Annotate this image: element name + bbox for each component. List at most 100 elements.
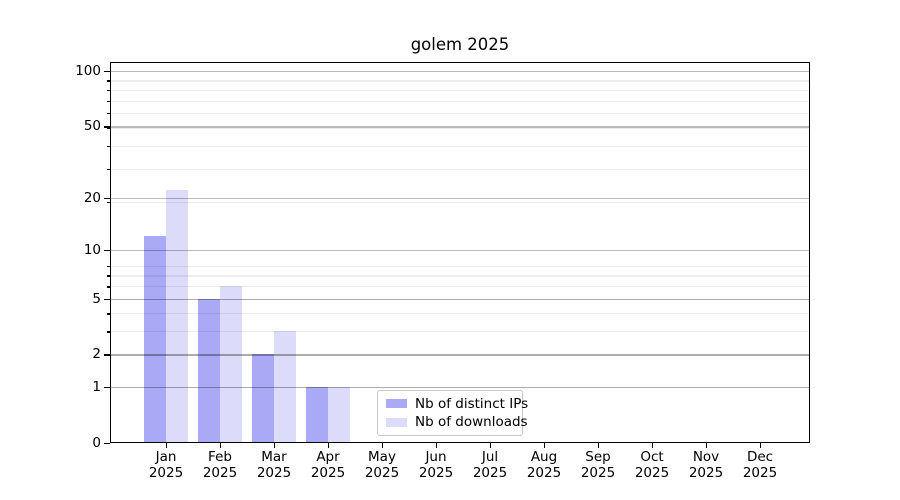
- x-tick-label-line: 2025: [418, 464, 454, 481]
- x-tick-label-line: Jun: [425, 449, 447, 465]
- y-tick-label: 5: [92, 290, 101, 307]
- legend-label-distinct-ips: Nb of distinct IPs: [415, 395, 529, 412]
- x-tick-label-line: Feb: [208, 449, 232, 465]
- y-tick-label: 2: [92, 346, 101, 363]
- major-gridline: [110, 126, 810, 128]
- y-minor-tick: [107, 89, 110, 92]
- x-tick-label-line: Jan: [155, 449, 177, 465]
- bar-nb-of-distinct-ips-mar-2025: [252, 354, 274, 443]
- major-gridline: [110, 249, 810, 252]
- x-tick: [382, 443, 384, 448]
- x-tick-label-line: Dec: [746, 449, 774, 465]
- minor-gridline: [110, 201, 810, 203]
- major-gridline: [110, 71, 810, 73]
- x-tick-label: Jan 2025: [136, 449, 196, 481]
- y-tick: [104, 197, 110, 200]
- x-tick: [760, 443, 762, 448]
- major-gridline: [110, 354, 810, 356]
- minor-gridline: [110, 168, 810, 171]
- y-tick-label: 50: [83, 118, 101, 135]
- x-tick-label: Dec 2025: [730, 449, 790, 481]
- y-tick: [104, 249, 110, 252]
- x-tick: [490, 443, 492, 448]
- x-tick-label: May 2025: [352, 449, 412, 481]
- x-tick-label-line: Mar: [261, 449, 287, 465]
- y-tick-label: 10: [83, 241, 101, 258]
- y-minor-tick: [107, 100, 110, 103]
- bar-nb-of-downloads-mar-2025: [274, 331, 296, 443]
- y-minor-tick: [107, 265, 110, 268]
- minor-gridline: [110, 80, 810, 82]
- x-tick-label-line: 2025: [526, 464, 562, 481]
- x-tick-label-line: Apr: [316, 449, 340, 465]
- x-tick-label: Jul 2025: [460, 449, 520, 481]
- major-gridline: [110, 298, 810, 300]
- y-minor-tick: [107, 145, 110, 148]
- y-tick-label: 100: [75, 63, 101, 80]
- bar-nb-of-downloads-apr-2025: [328, 387, 350, 443]
- x-tick-label: Nov 2025: [676, 449, 736, 481]
- legend-swatch-distinct-ips: [386, 398, 407, 409]
- legend: Nb of distinct IPs Nb of downloads: [377, 390, 528, 436]
- y-tick: [104, 387, 110, 389]
- x-tick-label-line: 2025: [202, 464, 238, 481]
- y-minor-tick: [107, 127, 110, 130]
- y-tick-label: 20: [83, 189, 101, 206]
- x-tick: [598, 443, 600, 448]
- minor-gridline: [110, 298, 810, 300]
- x-tick: [544, 443, 546, 448]
- x-tick-label: Feb 2025: [190, 449, 250, 481]
- bar-nb-of-distinct-ips-jan-2025: [144, 236, 166, 443]
- y-tick: [104, 443, 110, 445]
- minor-gridline: [110, 313, 810, 315]
- x-tick: [652, 443, 654, 448]
- x-tick-label-line: Jul: [481, 449, 499, 465]
- minor-gridline: [110, 113, 810, 115]
- y-minor-tick: [107, 80, 110, 82]
- x-tick: [220, 443, 222, 448]
- x-tick-label-line: 2025: [742, 464, 778, 481]
- x-tick-label-line: 2025: [688, 464, 724, 481]
- legend-swatch-downloads: [386, 417, 407, 428]
- x-tick-label: Aug 2025: [514, 449, 574, 481]
- y-tick-label: 0: [92, 435, 101, 451]
- y-minor-tick: [107, 201, 110, 203]
- chart-title: golem 2025: [410, 35, 510, 54]
- bar-nb-of-downloads-jan-2025: [166, 190, 188, 443]
- minor-gridline: [110, 275, 810, 277]
- x-tick-label-line: Aug: [530, 449, 558, 465]
- y-tick-label: 1: [92, 379, 101, 396]
- minor-gridline: [110, 145, 810, 147]
- minor-gridline: [110, 331, 810, 333]
- minor-gridline: [110, 89, 810, 92]
- x-tick-label: Jun 2025: [406, 449, 466, 481]
- x-tick-label-line: 2025: [472, 464, 508, 481]
- y-tick: [104, 71, 110, 73]
- x-tick: [274, 443, 276, 448]
- y-minor-tick: [107, 313, 110, 315]
- y-minor-tick: [107, 331, 110, 333]
- x-tick-label-line: Oct: [640, 449, 664, 465]
- y-minor-tick: [107, 168, 110, 171]
- x-tick-label: Mar 2025: [244, 449, 304, 481]
- minor-gridline: [110, 265, 810, 268]
- plot-area: [110, 62, 810, 443]
- x-tick: [706, 443, 708, 448]
- x-tick-label-line: Nov: [692, 449, 720, 465]
- minor-gridline: [110, 354, 810, 356]
- x-tick-label: Sep 2025: [568, 449, 628, 481]
- y-tick: [104, 298, 110, 300]
- y-minor-tick: [107, 113, 110, 115]
- legend-label-downloads: Nb of downloads: [415, 414, 528, 431]
- x-tick-label-line: 2025: [148, 464, 184, 481]
- legend-item-distinct-ips: Nb of distinct IPs: [386, 396, 528, 412]
- x-tick-label-line: 2025: [364, 464, 400, 481]
- x-tick-label-line: 2025: [310, 464, 346, 481]
- x-tick-label-line: 2025: [634, 464, 670, 481]
- y-minor-tick: [107, 286, 110, 288]
- bar-nb-of-distinct-ips-feb-2025: [198, 298, 220, 443]
- x-tick-label-line: May: [368, 449, 396, 465]
- bar-nb-of-downloads-feb-2025: [220, 286, 242, 443]
- y-minor-tick: [107, 275, 110, 277]
